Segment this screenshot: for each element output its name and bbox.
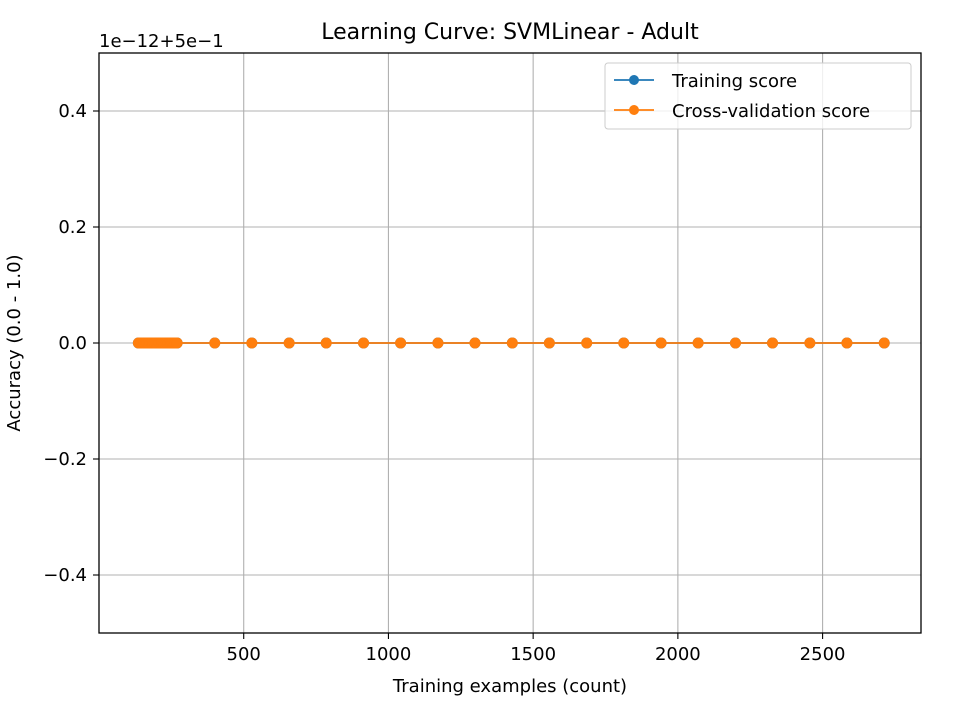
series-2-point [469, 337, 481, 349]
legend-entries: Training score Cross-validation score [614, 71, 870, 122]
series-2-point [395, 337, 407, 349]
series-2-point [729, 337, 741, 349]
legend: Training score Cross-validation score [604, 62, 912, 130]
series-2-point [209, 337, 221, 349]
legend-box [604, 62, 912, 130]
y-axis-label: Accuracy (0.0 - 1.0) [4, 254, 25, 431]
series-2-point [283, 337, 295, 349]
y-tick-label: −0.4 [43, 565, 87, 586]
x-tick-label: 500 [227, 644, 261, 665]
series-2-point [171, 337, 183, 349]
x-ticks: 500 1000 1500 2000 2500 [227, 633, 846, 665]
legend-entry-2: Cross-validation score [614, 101, 870, 122]
series-2-point [246, 337, 258, 349]
x-tick-label: 1000 [366, 644, 412, 665]
y-tick-label: −0.2 [43, 449, 87, 470]
legend-entry-1: Training score [614, 71, 797, 92]
legend-entry-2-label: Cross-validation score [672, 101, 870, 122]
series-2-point [878, 337, 890, 349]
legend-entry-1-label: Training score [671, 71, 797, 92]
series-2-point [692, 337, 704, 349]
y-ticks: −0.4 −0.2 0.0 0.2 0.4 [43, 101, 99, 586]
series-2-point [358, 337, 370, 349]
y-tick-label: 0.0 [58, 333, 87, 354]
legend-entry-1-marker [629, 75, 639, 85]
x-axis-label: Training examples (count) [392, 676, 627, 697]
series [132, 337, 890, 349]
series-2 [132, 337, 890, 349]
series-2-point [841, 337, 853, 349]
legend-entry-2-marker [629, 105, 639, 115]
series-2-point [543, 337, 555, 349]
series-2-point [581, 337, 593, 349]
series-2-point [432, 337, 444, 349]
series-2-point [804, 337, 816, 349]
x-tick-label: 1500 [510, 644, 556, 665]
chart-title: Learning Curve: SVMLinear - Adult [321, 20, 699, 45]
y-tick-label: 0.2 [58, 217, 87, 238]
series-2-point [506, 337, 518, 349]
y-tick-label: 0.4 [58, 101, 87, 122]
series-2-point [655, 337, 667, 349]
series-2-point [767, 337, 779, 349]
series-2-point [618, 337, 630, 349]
y-axis-offset-label: 1e−12+5e−1 [99, 31, 224, 52]
x-tick-label: 2000 [655, 644, 701, 665]
series-2-point [320, 337, 332, 349]
x-tick-label: 2500 [800, 644, 846, 665]
